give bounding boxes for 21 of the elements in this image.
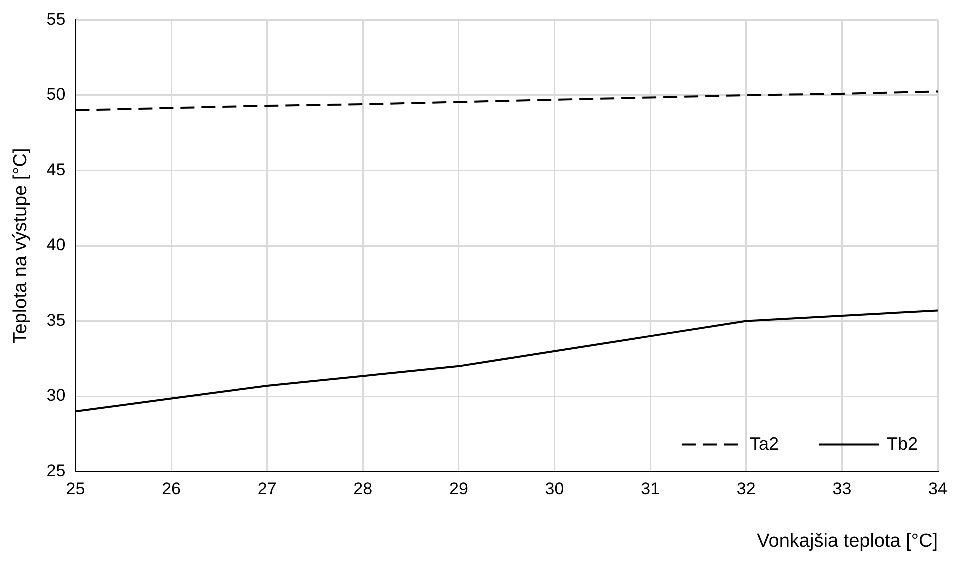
y-tick-label: 40 [46,236,66,255]
x-tick-label: 29 [449,480,468,499]
x-tick-label: 26 [162,480,181,499]
y-tick-label: 55 [46,10,66,29]
x-tick-label: 34 [928,480,948,499]
x-axis-title: Vonkajšia teplota [°C] [757,530,938,552]
x-tick-label: 33 [832,480,852,499]
x-tick-label: 31 [641,480,660,499]
y-axis-title: Teplota na výstupe [°C] [10,148,32,344]
legend-label: Ta2 [750,434,779,454]
x-tick-label: 25 [66,480,86,499]
x-tick-label: 32 [736,480,756,499]
y-tick-label: 50 [46,85,66,104]
y-tick-label: 30 [46,386,66,406]
x-tick-label: 28 [354,480,373,499]
x-tick-label: 30 [545,480,564,499]
x-tick-label: 27 [258,480,277,499]
y-tick-label: 25 [46,461,66,480]
y-tick-label: 45 [46,160,66,180]
legend-label: Tb2 [886,434,918,454]
y-tick-label: 35 [46,310,66,330]
